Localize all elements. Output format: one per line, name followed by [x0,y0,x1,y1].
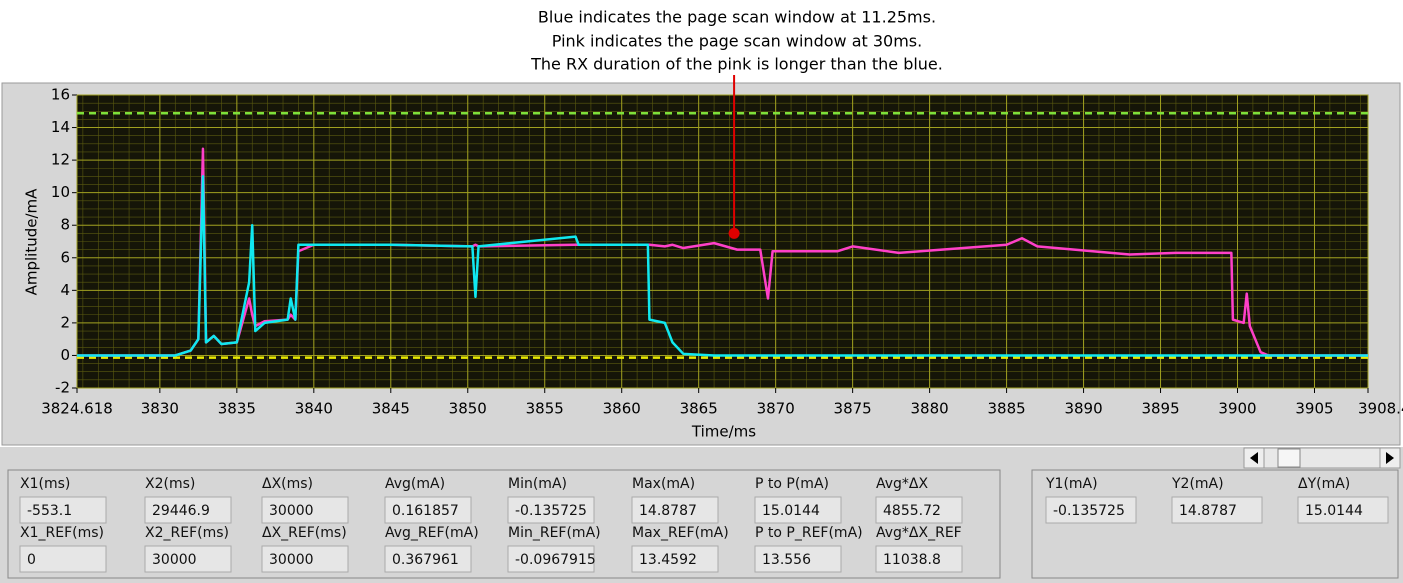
arrow [1386,452,1394,464]
readout-value: 0 [27,552,36,568]
readout-value: 30000 [269,552,314,568]
readout-box [631,545,719,573]
readout-label: Y1(mA) [1045,476,1098,492]
x-tick-label: 3850 [449,400,487,418]
y-tick-label: 12 [51,151,70,169]
readout-box [507,496,595,524]
y-tick-label: 4 [60,281,70,299]
readout-value: 13.4592 [639,552,697,568]
readout-box [19,545,107,573]
annotation-line: Blue indicates the page scan window at 1… [538,8,936,27]
arrow [1250,452,1258,464]
readout-box [261,545,349,573]
readout-label: Y2(mA) [1171,476,1224,492]
readout-value: -0.135725 [515,503,587,519]
scrollbar[interactable] [1243,447,1401,469]
x-tick-label: 3865 [680,400,718,418]
x-tick-label: 3840 [295,400,333,418]
readout-box [144,496,232,524]
readout-label: Avg*ΔX_REF [876,525,962,541]
readout-box [19,496,107,524]
x-tick-label: 3824.618 [41,400,113,418]
x-tick-label: 3885 [987,400,1025,418]
readout-value: 0.367961 [392,552,459,568]
readout-label: X2(ms) [145,476,195,492]
readout-label: Avg*ΔX [876,476,929,492]
annotation-line: The RX duration of the pink is longer th… [530,55,943,74]
readout-value: 4855.72 [883,503,941,519]
x-tick-label: 3895 [1141,400,1179,418]
y-tick-label: 8 [60,216,70,234]
x-tick-label: 3900 [1218,400,1256,418]
x-tick-label: 3845 [372,400,410,418]
readout-box [1045,496,1137,524]
x-tick-label: 3870 [757,400,795,418]
readout-value: 14.8787 [1179,503,1237,519]
x-tick-label: 3905 [1295,400,1333,418]
readout-label: ΔY(mA) [1298,476,1350,492]
y-axis-label: Amplitude/mA [23,188,41,296]
y-tick-label: 10 [51,183,70,201]
readout-value: 15.0144 [762,503,820,519]
readout-box [384,496,472,524]
scroll-track[interactable] [1243,447,1401,469]
x-tick-label: 3890 [1064,400,1102,418]
readout-value: 30000 [152,552,197,568]
readout-value: 14.8787 [639,503,697,519]
annotation-line: Pink indicates the page scan window at 3… [552,32,922,51]
x-tick-label: 3875 [834,400,872,418]
readout-box [754,496,842,524]
series-line [77,175,1368,357]
readout-label: Max_REF(mA) [632,525,729,541]
readout-label: ΔX(ms) [262,476,313,492]
y-tick-label: 14 [51,118,70,136]
x-tick-label: 3835 [218,400,256,418]
x-axis-label: Time/ms [691,423,756,441]
y-tick-label: 0 [60,346,70,364]
readout-box [507,545,595,573]
readout-value: -553.1 [27,503,72,519]
readout-box [1171,496,1263,524]
annotation-point [728,227,740,239]
y-measure-box [1031,469,1399,579]
readout-value: -0.0967915 [515,552,596,568]
y-tick-label: 6 [60,248,70,266]
readout-box [754,545,842,573]
readout-label: X1(ms) [20,476,70,492]
readout-box [875,496,963,524]
readout-box [384,545,472,573]
readout-box [1297,496,1389,524]
readout-value: -0.135725 [1053,503,1125,519]
y-tick-label: 16 [51,86,70,104]
readout-value: 13.556 [762,552,811,568]
scroll-thumb[interactable] [1277,448,1301,468]
readout-label: X1_REF(ms) [20,525,104,541]
readout-box [261,496,349,524]
x-tick-label: 3830 [141,400,179,418]
readout-label: Min(mA) [508,476,567,492]
readout-label: P to P(mA) [755,476,829,492]
x-tick-label: 3855 [526,400,564,418]
readout-box [144,545,232,573]
y-tick-label: -2 [55,379,70,397]
x-tick-label: 3908.476 [1358,400,1403,418]
readout-box [875,545,963,573]
y-tick-label: 2 [60,313,70,331]
readout-value: 15.0144 [1305,503,1363,519]
readout-label: Avg(mA) [385,476,445,492]
x-tick-label: 3880 [911,400,949,418]
readout-label: Max(mA) [632,476,695,492]
readout-box [631,496,719,524]
readout-value: 29446.9 [152,503,210,519]
readout-label: ΔX_REF(ms) [262,525,347,541]
readout-value: 0.161857 [392,503,459,519]
x-tick-label: 3860 [603,400,641,418]
readout-label: Avg_REF(mA) [385,525,479,541]
readout-label: P to P_REF(mA) [755,525,863,541]
readout-value: 11038.8 [883,552,941,568]
readout-label: Min_REF(mA) [508,525,601,541]
readout-value: 30000 [269,503,314,519]
readout-label: X2_REF(ms) [145,525,229,541]
